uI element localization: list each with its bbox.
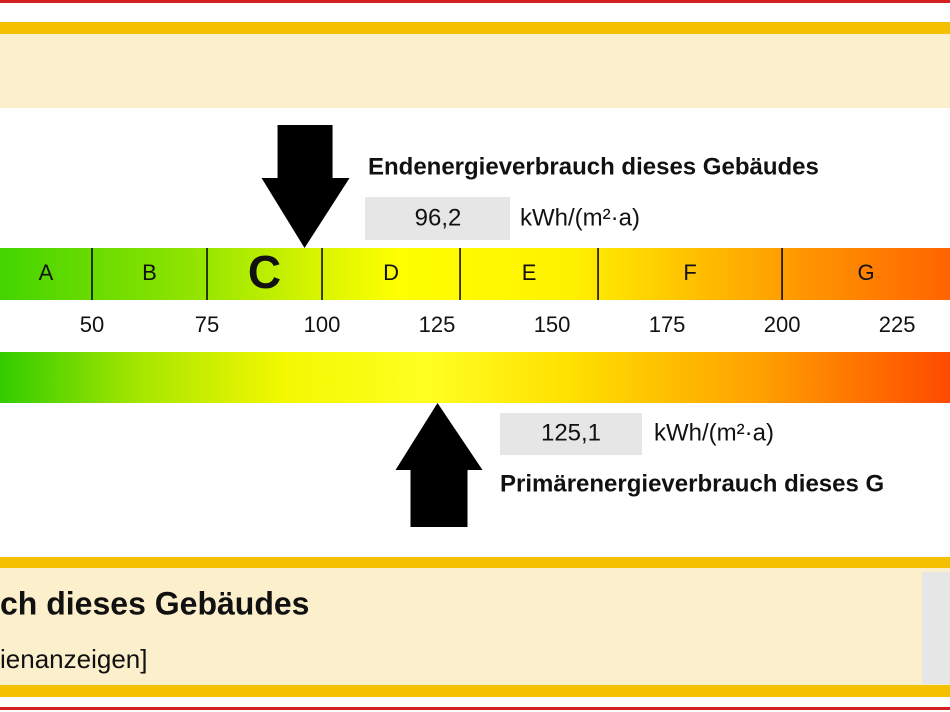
tick-label: 75 xyxy=(195,312,219,337)
footer-rule xyxy=(0,557,950,568)
footer-band xyxy=(0,568,950,685)
class-label: E xyxy=(522,260,537,285)
unit: kWh/(m²·a) xyxy=(654,419,774,446)
class-label: F xyxy=(683,260,696,285)
class-label: A xyxy=(39,260,54,285)
footer-box xyxy=(922,572,950,684)
primary-energy-title: Primärenergieverbrauch dieses G xyxy=(500,470,884,497)
footer-rule xyxy=(0,685,950,697)
class-label: G xyxy=(857,260,874,285)
header-band xyxy=(0,34,950,108)
top-border xyxy=(0,0,950,3)
tick-label: 200 xyxy=(764,312,801,337)
primary-energy-arrow xyxy=(395,403,483,527)
footer-link[interactable]: ienanzeigen] xyxy=(0,644,147,674)
end-energy-title: Endenergieverbrauch dieses Gebäudes xyxy=(368,153,819,180)
gradient-bar xyxy=(0,352,950,403)
primary-energy-value: 125,1 xyxy=(541,419,601,446)
value-box xyxy=(500,413,642,455)
header-rule xyxy=(0,22,950,34)
end-energy-arrow xyxy=(261,125,350,248)
footer-title: ch dieses Gebäudes xyxy=(0,585,309,621)
tick-label: 175 xyxy=(649,312,686,337)
end-energy-value: 96,2 xyxy=(415,204,462,231)
class-label: B xyxy=(142,260,157,285)
tick-label: 100 xyxy=(304,312,341,337)
class-label: C xyxy=(248,246,281,298)
tick-label: 50 xyxy=(80,312,104,337)
class-scale xyxy=(0,248,950,300)
bottom-border xyxy=(0,707,950,710)
unit: kWh/(m²·a) xyxy=(520,204,640,231)
tick-label: 225 xyxy=(879,312,916,337)
tick-label: 150 xyxy=(534,312,571,337)
tick-label: 125 xyxy=(419,312,456,337)
class-label: D xyxy=(383,260,399,285)
value-box xyxy=(365,197,510,240)
